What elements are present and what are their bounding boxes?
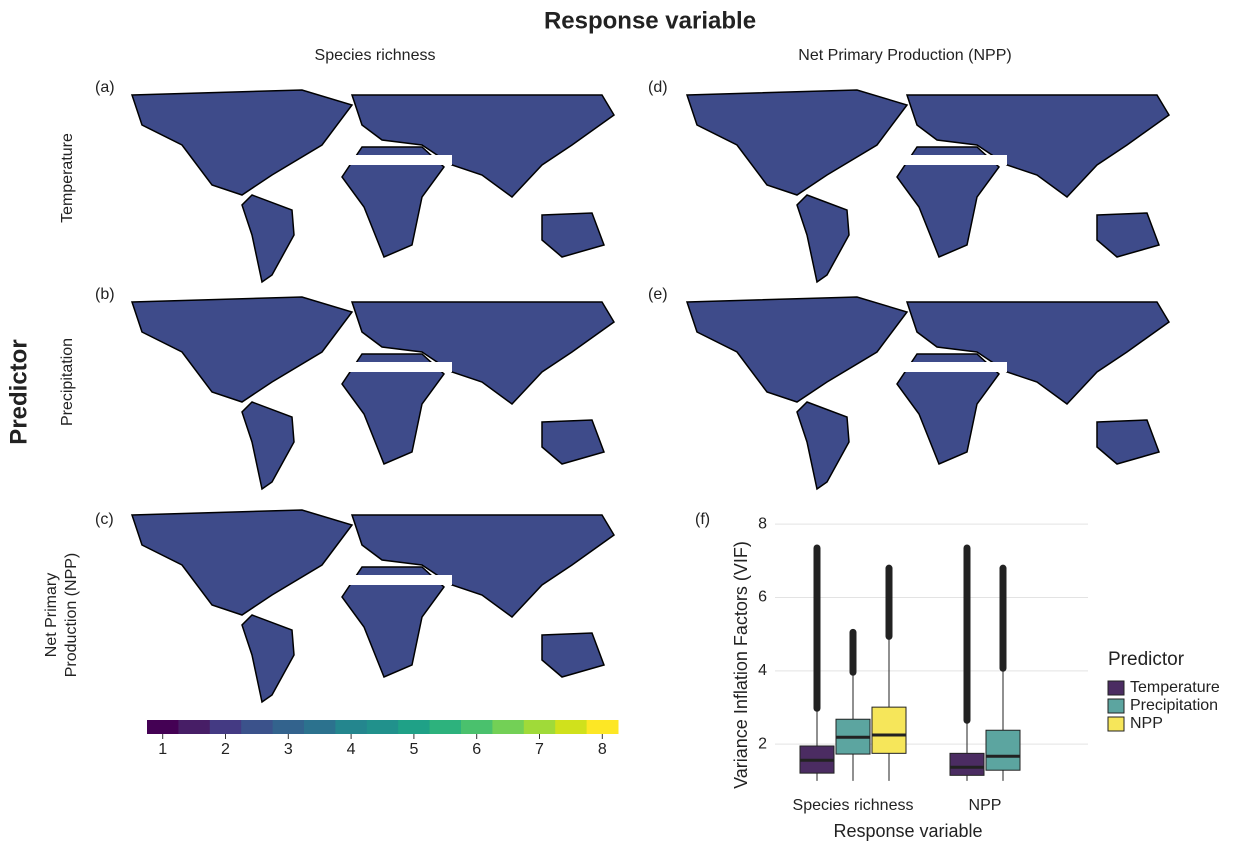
panel-label: (f) [695,511,710,528]
map [131,296,615,490]
legend-title: Predictor [1108,649,1185,670]
panel-label: (e) [648,286,668,303]
x-axis-title: Response variable [833,821,982,841]
panel-label: (b) [95,286,115,303]
column-title: Net Primary Production (NPP) [798,47,1011,64]
colorbar-segment [272,720,305,734]
legend-swatch [1107,716,1125,732]
figure-title: Response variable [544,7,756,34]
map [131,89,615,283]
colorbar-tick-label: 3 [284,741,293,758]
colorbar-segment [523,720,556,734]
row-label: Net Primary [43,573,60,657]
colorbar: 1 2 3 4 5 6 7 8 [147,720,619,758]
colorbar-segment [304,720,336,734]
colorbar-segment [398,720,431,734]
map [131,509,615,703]
box [949,752,985,776]
y-tick-label: 4 [758,662,767,679]
panel-label: (d) [648,79,668,96]
colorbar-segment [209,720,242,734]
legend-swatch [1107,680,1125,696]
colorbar-tick-label: 7 [535,741,544,758]
colorbar-segment [429,720,462,734]
y-tick-label: 2 [758,735,767,752]
colorbar-segment [147,720,179,734]
colorbar-segment [461,720,493,734]
row-title: Predictor [5,339,32,444]
colorbar-segment [178,720,211,734]
colorbar-segment [492,720,525,734]
y-axis-title: Variance Inflation Factors (VIF) [731,541,751,789]
panel-label: (a) [95,79,115,96]
y-tick-label: 8 [758,515,767,532]
colorbar-tick-label: 1 [158,741,167,758]
x-tick-label: NPP [969,797,1002,814]
colorbar-tick-label: 5 [409,741,418,758]
colorbar-tick-label: 4 [347,741,356,758]
box [985,729,1021,771]
row-label: Temperature [59,133,76,223]
panel-label: (c) [95,511,114,528]
box-chart: 2 4 6 8 Variance Inflation Factors (VIF) Resp… [731,515,1220,840]
colorbar-tick-label: 2 [221,741,230,758]
colorbar-segment [555,720,588,734]
legend-label: NPP [1130,715,1163,732]
x-tick-label: Species richness [793,797,914,814]
legend-swatch [1107,698,1125,714]
colorbar-segment [586,720,619,734]
row-label: Production (NPP) [63,553,80,678]
y-tick-label: 6 [758,589,767,606]
colorbar-tick-label: 6 [472,741,481,758]
colorbar-tick-label: 8 [598,741,607,758]
map [686,89,1170,283]
column-title: Species richness [315,47,436,64]
box [871,706,907,754]
colorbar-segment [241,720,274,734]
row-label: Precipitation [59,338,76,426]
colorbar-segment [366,720,399,734]
map [686,296,1170,490]
legend-label: Precipitation [1130,697,1218,714]
colorbar-segment [335,720,368,734]
legend-label: Temperature [1130,679,1220,696]
